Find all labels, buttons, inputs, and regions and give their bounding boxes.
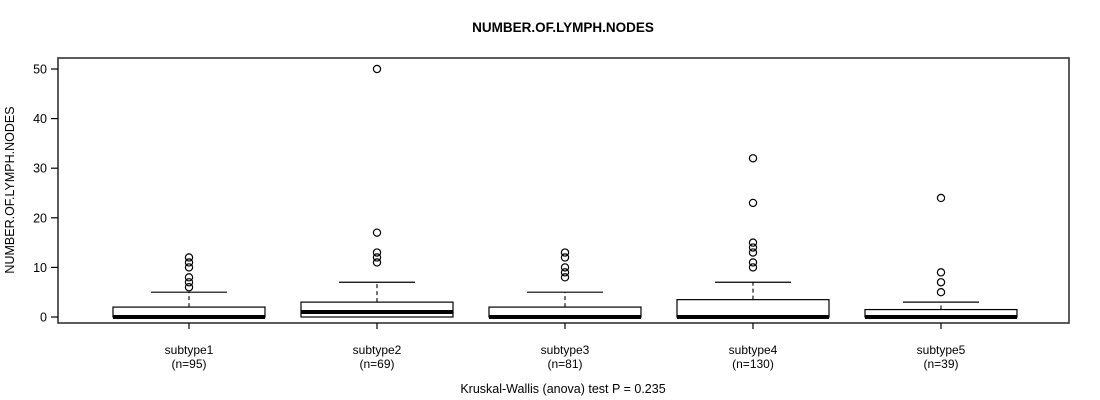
outlier-point (560, 273, 570, 282)
chart-title: NUMBER.OF.LYMPH.NODES (472, 20, 654, 35)
group-count-label: (n=130) (732, 357, 774, 371)
outlier-point (184, 278, 194, 287)
plot-frame (57, 57, 1070, 324)
outlier-point (372, 258, 382, 267)
outlier-point (372, 64, 382, 74)
group-label: subtype2 (353, 343, 402, 357)
outlier-point (936, 193, 946, 203)
outlier-point (372, 228, 382, 237)
outlier-point (560, 268, 570, 277)
y-axis-label: NUMBER.OF.LYMPH.NODES (3, 106, 17, 273)
stat-annotation: Kruskal-Wallis (anova) test P = 0.235 (460, 382, 665, 396)
group-label: subtype3 (541, 343, 590, 357)
outlier-point (560, 253, 570, 262)
outlier-point (372, 248, 382, 257)
outlier-point (372, 253, 382, 262)
outlier-point (560, 263, 570, 272)
outlier-point (184, 283, 194, 292)
group-label: subtype4 (729, 343, 778, 357)
plot-area: 0 10 20 30 40 50 subtype1(n=95) subtype2(n=69) s… (33, 57, 1070, 371)
outlier-point (748, 248, 758, 257)
group-label: subtype1 (165, 343, 214, 357)
y-tick-label: 20 (33, 211, 47, 225)
outlier-point (560, 248, 570, 257)
outlier-point (184, 273, 194, 282)
outlier-point (936, 268, 946, 277)
outlier-point (184, 258, 194, 267)
y-tick-label: 40 (33, 112, 47, 126)
outlier-point (936, 288, 946, 297)
group-count-label: (n=81) (547, 357, 582, 371)
outlier-point (184, 263, 194, 272)
group-count-label: (n=39) (923, 357, 958, 371)
group-count-label: (n=69) (359, 357, 394, 371)
y-tick-label: 30 (33, 162, 47, 176)
y-tick-label: 50 (33, 63, 47, 77)
outlier-point (748, 238, 758, 247)
box-iqr (676, 299, 830, 318)
box-iqr (300, 301, 454, 318)
y-tick-label: 0 (40, 311, 47, 325)
y-tick-label: 10 (33, 261, 47, 275)
outlier-point (748, 258, 758, 267)
outlier-point (748, 243, 758, 252)
group-count-label: (n=95) (171, 357, 206, 371)
outlier-point (184, 253, 194, 262)
outlier-point (748, 263, 758, 272)
outlier-point (748, 154, 758, 163)
outlier-point (748, 198, 758, 208)
outlier-point (936, 278, 946, 287)
group-label: subtype5 (917, 343, 966, 357)
